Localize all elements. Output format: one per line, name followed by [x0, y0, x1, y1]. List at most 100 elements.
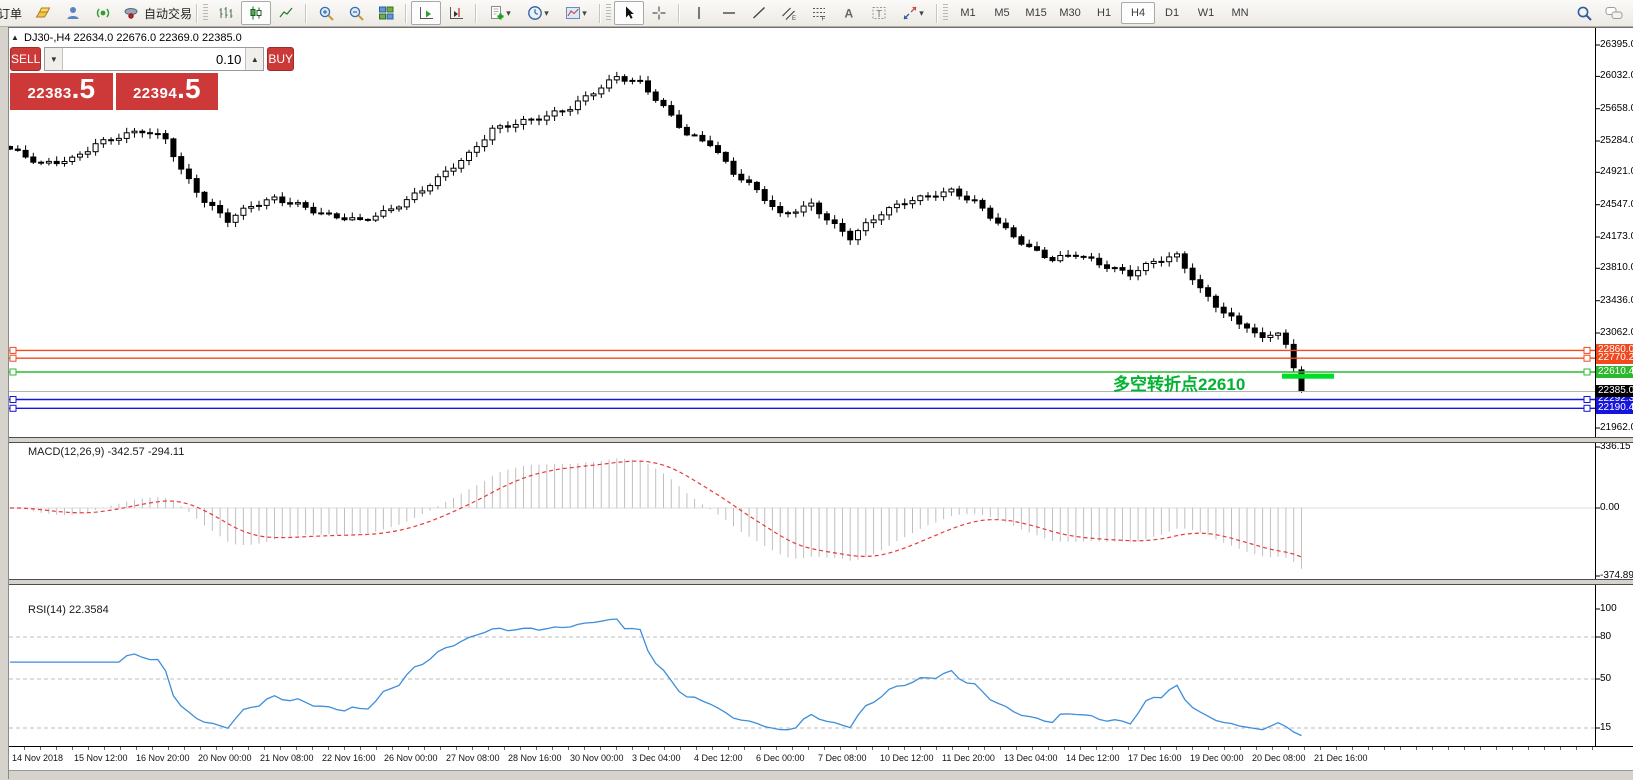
dropdown-arrow-icon: ▾ [919, 7, 924, 18]
fibonacci-icon[interactable]: F [804, 1, 834, 25]
time-axis-label: 3 Dec 04:00 [632, 753, 681, 763]
macd-tick-label: 336.15 [1600, 441, 1631, 452]
search-icon[interactable] [1569, 1, 1599, 25]
horizontal-line-icon[interactable] [714, 1, 744, 25]
time-axis-label: 7 Dec 08:00 [818, 753, 867, 763]
svg-text:T: T [876, 9, 882, 20]
svg-text:A: A [845, 7, 854, 21]
timeframe-M5[interactable]: M5 [994, 7, 1010, 19]
timeframe-MN[interactable]: MN [1231, 7, 1249, 19]
timeframe-M15[interactable]: M15 [1025, 7, 1047, 19]
timeframe-W1[interactable]: W1 [1197, 7, 1215, 19]
zoom-in-icon[interactable] [311, 1, 341, 25]
rsi-label: RSI(14) 22.3584 [28, 604, 109, 616]
panel-splitter-macd[interactable] [8, 437, 1633, 443]
toolbar-grip[interactable] [203, 4, 209, 22]
panel-splitter-rsi[interactable] [8, 579, 1633, 585]
zoom-out-icon[interactable] [341, 1, 371, 25]
volume-spinner: ▼ ▲ [44, 47, 265, 71]
rsi-tick-label: 50 [1600, 673, 1612, 684]
time-axis-ticks [8, 747, 1595, 750]
text-label-icon[interactable]: T [864, 1, 894, 25]
crosshair-icon[interactable] [644, 1, 674, 25]
time-axis-label: 10 Dec 12:00 [880, 753, 934, 763]
auto-scroll-icon[interactable] [411, 1, 442, 25]
toolbar-grip[interactable] [606, 4, 612, 22]
price-level-label: 22190.4 [1596, 402, 1633, 415]
timeframe-M30[interactable]: M30 [1059, 7, 1081, 19]
window-bottom-frame [0, 770, 1633, 780]
chat-icon[interactable] [1599, 1, 1629, 25]
chart-shift-icon[interactable] [441, 1, 471, 25]
time-axis-label: 16 Nov 20:00 [136, 753, 190, 763]
autotrade-icon[interactable] [118, 1, 144, 25]
price-tick-label: 24173.0 [1600, 230, 1633, 242]
buy-button[interactable]: BUY [267, 47, 295, 71]
autotrade-button[interactable]: 自动交易 [144, 6, 193, 21]
price-tick-label: 23810.0 [1600, 262, 1633, 274]
sell-price-int: 22383 [27, 85, 72, 102]
templates-icon[interactable]: ▾ [557, 1, 595, 25]
price-level-label: 22610.4 [1596, 365, 1633, 378]
turning-point-annotation[interactable]: 多空转折点22610 [1113, 375, 1246, 394]
new-order-button[interactable]: 订单 [0, 6, 23, 21]
dropdown-arrow-icon: ▾ [544, 7, 549, 18]
bid-price-label: 22385.0 [1596, 385, 1633, 398]
equidistant-channel-icon[interactable]: E [774, 1, 804, 25]
time-axis-label: 13 Dec 04:00 [1004, 753, 1058, 763]
timeframe-group: M1 M5 M15 M30 H1 H4 D1 W1 MN [951, 2, 1257, 24]
timeframe-D1[interactable]: D1 [1165, 7, 1180, 19]
timeframe-H1[interactable]: H1 [1097, 7, 1112, 19]
timeframe-M1[interactable]: M1 [960, 7, 976, 19]
bar-chart-icon[interactable] [211, 1, 241, 25]
tile-windows-icon[interactable] [371, 1, 401, 25]
community-user-icon[interactable] [58, 1, 88, 25]
arrows-shapes-icon[interactable]: ▾ [894, 1, 932, 25]
timeframe-H4[interactable]: H4 [1121, 2, 1156, 24]
sell-price-frac: .5 [71, 73, 96, 104]
toolbar-grip[interactable] [943, 4, 949, 22]
volume-input[interactable] [63, 48, 246, 70]
trendline-icon[interactable] [744, 1, 774, 25]
buy-price-button[interactable]: 22394 .5 [115, 73, 218, 110]
rsi-tick-label: 80 [1600, 631, 1612, 642]
time-axis-label: 27 Nov 08:00 [446, 753, 500, 763]
volume-increase-button[interactable]: ▲ [245, 48, 264, 70]
signal-icon[interactable] [88, 1, 118, 25]
price-tick-label: 26032.0 [1600, 70, 1633, 82]
time-axis-label: 14 Nov 2018 [12, 753, 64, 763]
candlestick-chart-icon[interactable] [241, 1, 272, 25]
time-axis[interactable]: 14 Nov 2018 15 Nov 12:00 16 Nov 20:00 20 No… [8, 746, 1633, 771]
price-level-label: 22770.2 [1596, 352, 1633, 365]
time-axis-label: 19 Dec 00:00 [1190, 753, 1244, 763]
rsi-tick-label: 15 [1600, 722, 1612, 733]
separator [678, 3, 681, 23]
time-axis-label: 21 Dec 16:00 [1314, 753, 1368, 763]
macd-label: MACD(12,26,9) -342.57 -294.11 [28, 446, 185, 458]
volume-decrease-button[interactable]: ▼ [45, 48, 64, 70]
svg-text:F: F [822, 17, 826, 22]
gold-bar-icon[interactable] [28, 1, 58, 25]
cursor-icon[interactable] [614, 1, 645, 25]
sell-price-button[interactable]: 22383 .5 [10, 73, 113, 110]
one-click-trade-panel: SELL ▼ ▲ BUY 22383 .5 22394 .5 [10, 47, 295, 110]
dropdown-arrow-icon: ▾ [582, 7, 587, 18]
chart-title: DJ30-,H4 22634.0 22676.0 22369.0 22385.0 [24, 32, 242, 44]
sell-button[interactable]: SELL [10, 47, 42, 71]
line-chart-icon[interactable] [271, 1, 301, 25]
time-axis-label: 20 Dec 08:00 [1252, 753, 1306, 763]
chart-top-border [8, 27, 1633, 28]
macd-tick-label: 0.00 [1600, 501, 1620, 513]
separator [196, 3, 199, 23]
periods-clock-icon[interactable]: ▾ [519, 1, 557, 25]
price-tick-label: 23062.0 [1600, 326, 1633, 338]
collapse-triangle-icon[interactable]: ▲ [11, 33, 19, 42]
price-tick-label: 21962.0 [1600, 422, 1633, 433]
text-icon[interactable]: A [834, 1, 864, 25]
buy-price-frac: .5 [177, 73, 201, 104]
indicators-add-icon[interactable]: ▾ [481, 1, 519, 25]
vertical-line-icon[interactable] [684, 1, 714, 25]
separator [599, 3, 602, 23]
price-tick-label: 24921.0 [1600, 166, 1633, 178]
